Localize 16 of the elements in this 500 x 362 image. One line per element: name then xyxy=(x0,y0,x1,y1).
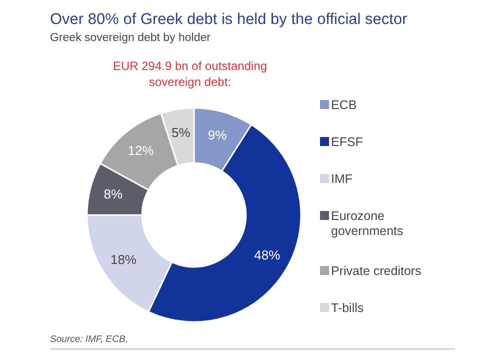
data-label: 5% xyxy=(172,125,191,140)
data-label: 9% xyxy=(208,127,228,142)
chart-subtitle: Greek sovereign debt by holder xyxy=(50,32,211,44)
legend-label: IMF xyxy=(331,172,353,186)
legend-label: Private creditors xyxy=(331,264,422,278)
data-label: 8% xyxy=(104,186,123,202)
legend-label: Eurozone governments xyxy=(331,209,404,238)
data-label: 18% xyxy=(110,252,137,268)
data-label: 48% xyxy=(254,248,281,263)
data-label: 12% xyxy=(128,143,154,158)
legend-label: T-bills xyxy=(331,301,364,315)
text: EUR 294.9 bn of outstanding sovereign debt: xyxy=(112,59,268,89)
legend-label: EFSF xyxy=(331,135,364,149)
legend-label: ECB xyxy=(331,98,357,112)
chart-title: Over 80% of Greek debt is held by the official sector xyxy=(50,11,408,28)
source-note: Source: IMF, ECB. xyxy=(50,334,128,345)
